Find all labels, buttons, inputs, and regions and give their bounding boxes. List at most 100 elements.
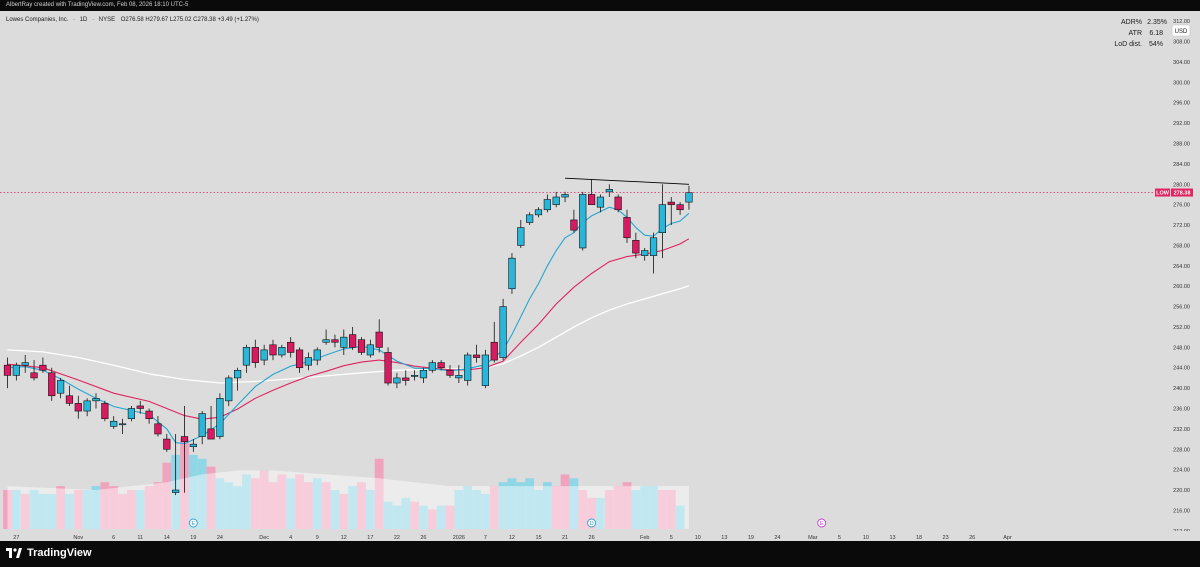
volume-bar — [498, 482, 508, 529]
candle — [260, 344, 268, 366]
candle-body — [101, 403, 109, 419]
price-tick-label: 244.00 — [1173, 366, 1190, 372]
candle-body — [180, 436, 189, 442]
last-price-ticker-bg — [1155, 188, 1170, 197]
volume-bar — [82, 490, 92, 529]
candle — [464, 352, 472, 386]
candle — [428, 360, 436, 373]
time-tick-label: Dec — [259, 535, 269, 541]
volume-bar — [259, 470, 269, 529]
volume-bar — [675, 505, 685, 529]
price-tick-label: 252.00 — [1173, 325, 1190, 331]
volume-bar — [109, 486, 119, 529]
currency-label: USD — [1175, 29, 1188, 35]
price-tick-label: 284.00 — [1173, 162, 1190, 168]
candle-body — [517, 227, 525, 246]
candle-body — [304, 357, 313, 366]
price-tick-label: 308.00 — [1173, 40, 1190, 46]
volume-bar — [640, 486, 650, 529]
candle-body — [65, 395, 74, 404]
candle-body — [56, 380, 65, 394]
volume-bar — [454, 490, 464, 529]
volume-bar — [286, 478, 296, 529]
candle-body — [48, 372, 56, 397]
volume-bar — [277, 474, 287, 529]
time-tick-label: 26 — [589, 535, 595, 541]
time-tick-label: 15 — [535, 535, 541, 541]
candle-body — [393, 377, 401, 384]
candle-body — [410, 375, 419, 377]
time-tick-label: 12 — [341, 535, 347, 541]
price-tick-label: 264.00 — [1173, 264, 1190, 270]
stats-table: ADR% 2.35% ATR 6.18 LoD dist. 54% — [1114, 19, 1167, 48]
volume-bar — [321, 482, 331, 529]
candle-body — [3, 364, 12, 376]
candle-body — [216, 398, 224, 437]
candle — [12, 362, 20, 381]
volume-bar — [516, 482, 526, 529]
candle-body — [587, 194, 596, 205]
volume-bar — [312, 478, 322, 529]
currency-badge[interactable] — [1171, 24, 1191, 37]
time-tick-label: 22 — [394, 535, 400, 541]
candle-body — [92, 398, 100, 402]
volume-bar — [162, 462, 172, 529]
candle-body — [508, 257, 516, 290]
time-tick-label: 10 — [863, 535, 869, 541]
event-marker-label: D — [590, 521, 594, 527]
price-axis[interactable]: 212.00216.00220.00224.00228.00232.00236.… — [1173, 19, 1190, 535]
volume-bar — [206, 466, 216, 529]
price-tick-label: 292.00 — [1173, 121, 1190, 127]
candle-body — [145, 410, 153, 419]
volume-bar — [339, 493, 349, 529]
symbol-exchange: NYSE — [99, 17, 115, 23]
candle — [419, 367, 428, 384]
price-tick-label: 248.00 — [1173, 345, 1190, 351]
volume-bar — [11, 490, 21, 529]
candle-body — [490, 341, 498, 361]
candle — [357, 337, 366, 355]
volume-bar — [38, 493, 48, 529]
candle — [641, 247, 649, 261]
candle — [526, 212, 534, 226]
candle — [384, 347, 392, 386]
price-tick-label: 216.00 — [1173, 508, 1190, 514]
candle-body — [526, 214, 534, 223]
candle — [225, 375, 233, 406]
candle — [118, 418, 127, 434]
tradingview-logo[interactable]: TradingView — [6, 547, 92, 559]
time-tick-label: 18 — [916, 535, 922, 541]
event-marker — [817, 518, 827, 528]
volume-bar — [197, 458, 207, 529]
candle — [30, 360, 38, 381]
volume-average-area — [7, 470, 689, 529]
volume-bar — [144, 486, 154, 529]
candle-body — [472, 354, 481, 358]
time-tick-label: 11 — [137, 535, 143, 541]
candle-body — [428, 362, 436, 371]
candle-body — [127, 408, 136, 419]
candle-body — [534, 209, 543, 216]
candle-body — [455, 375, 463, 379]
time-tick-label: 19 — [190, 535, 196, 541]
candle — [313, 347, 321, 366]
tradingview-brand: TradingView — [27, 547, 92, 559]
time-tick-label: 26 — [969, 535, 975, 541]
candle — [623, 209, 631, 243]
time-axis[interactable]: 27 Nov 6 11 14 19 24 Dec 4 9 12 17 22 26 2026 7 12 15 21 26… — [0, 531, 1200, 541]
candle-body — [136, 405, 144, 409]
candle — [163, 433, 171, 452]
time-tick-label: 4 — [289, 535, 292, 541]
volume-bar — [489, 486, 499, 529]
candle-body — [641, 250, 649, 256]
time-tick-label: 10 — [695, 535, 701, 541]
candle — [56, 377, 65, 399]
price-chart[interactable]: E D E Lowes Companies, Inc. · 1D · NYSE O2… — [0, 11, 1200, 541]
volume-bar — [56, 486, 65, 529]
time-tick-label: 21 — [562, 535, 568, 541]
candle-body — [570, 219, 578, 231]
time-tick-label: 24 — [217, 535, 223, 541]
candle-body — [375, 331, 383, 348]
volume-bar — [224, 482, 234, 529]
candle-body — [596, 196, 605, 208]
